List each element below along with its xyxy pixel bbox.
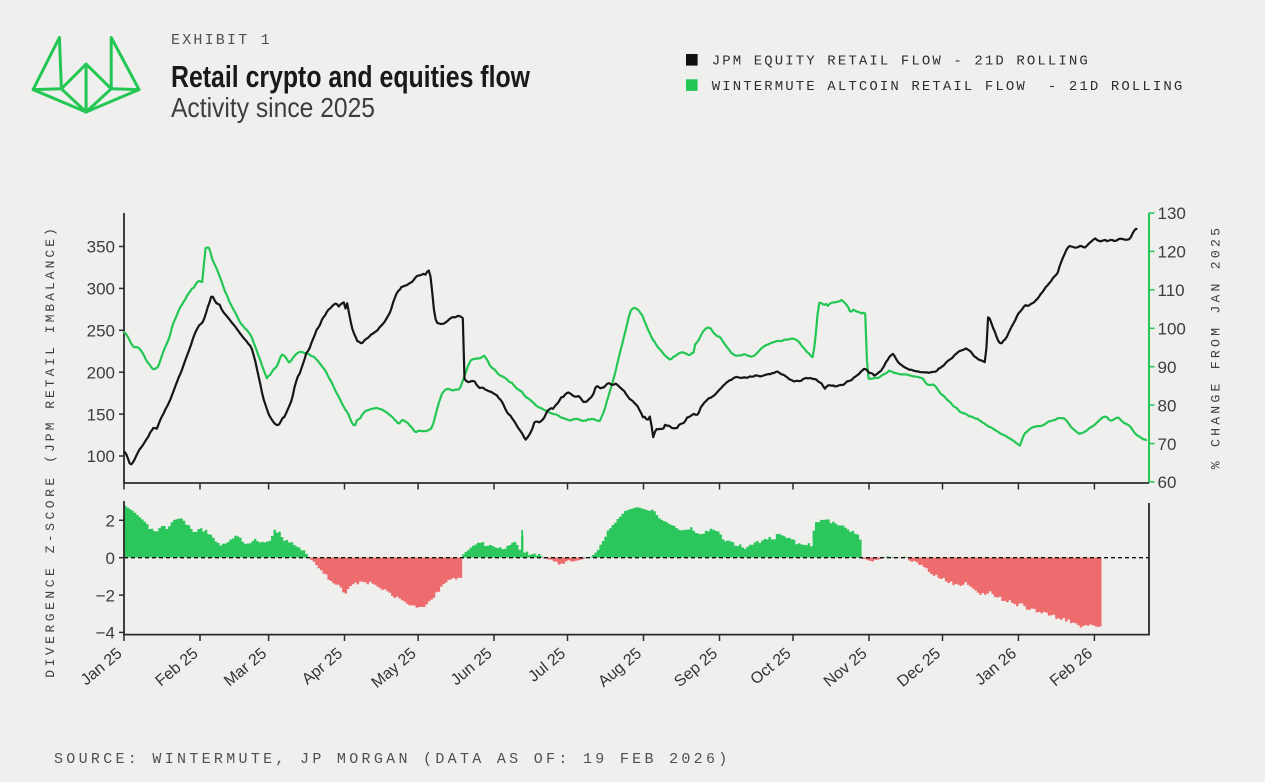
svg-text:130: 130 [1158,204,1186,223]
svg-text:Retail crypto and equities flo: Retail crypto and equities flow [171,59,531,94]
svg-text:SOURCE: WINTERMUTE, JP MORGAN: SOURCE: WINTERMUTE, JP MORGAN (DATA AS O… [54,751,731,768]
svg-text:% CHANGE FROM JAN 2025: % CHANGE FROM JAN 2025 [1209,225,1224,470]
svg-text:−4: −4 [96,624,115,643]
svg-text:100: 100 [1158,320,1186,339]
svg-text:WINTERMUTE ALTCOIN RETAIL FLOW: WINTERMUTE ALTCOIN RETAIL FLOW - 21D ROL… [712,79,1185,95]
svg-text:60: 60 [1158,473,1177,492]
svg-text:120: 120 [1158,243,1186,262]
svg-text:200: 200 [87,363,115,382]
svg-text:80: 80 [1158,396,1177,415]
svg-text:150: 150 [87,405,115,424]
svg-text:350: 350 [87,238,115,257]
svg-text:70: 70 [1158,435,1177,454]
svg-text:90: 90 [1158,358,1177,377]
svg-text:DIVERGENCE Z-SCORE: DIVERGENCE Z-SCORE [43,474,58,677]
svg-text:300: 300 [87,280,115,299]
svg-text:2: 2 [106,512,115,531]
svg-text:−2: −2 [96,586,115,605]
svg-text:(JPM RETAIL IMBALANCE): (JPM RETAIL IMBALANCE) [43,225,58,463]
svg-text:0: 0 [106,549,115,568]
svg-text:100: 100 [87,447,115,466]
svg-text:250: 250 [87,322,115,341]
svg-text:Activity since 2025: Activity since 2025 [171,92,375,123]
svg-text:EXHIBIT 1: EXHIBIT 1 [171,32,272,49]
svg-text:JPM EQUITY RETAIL FLOW - 21D R: JPM EQUITY RETAIL FLOW - 21D ROLLING [712,54,1090,70]
svg-text:110: 110 [1158,281,1185,300]
